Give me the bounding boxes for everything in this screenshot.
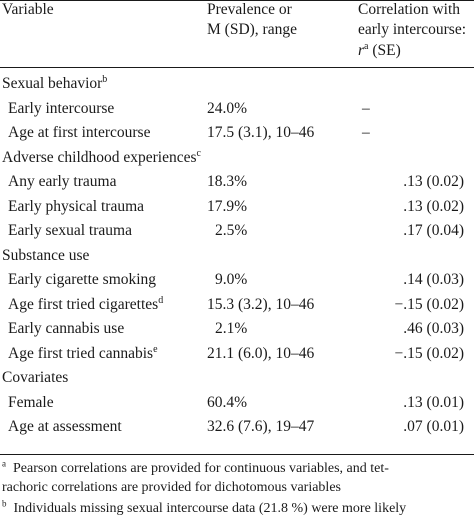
section-title: Adverse childhood experiencesc xyxy=(2,148,201,168)
row-prevalence: 15.3 (3.2), 10–46 xyxy=(207,295,315,313)
row-label-text: Age at first intercourse xyxy=(8,124,151,141)
row-prevalence: 18.3% xyxy=(207,173,248,190)
row-prevalence: 17.9% xyxy=(207,197,248,215)
table-row: Early cigarette smoking 9.0% .14 (0.03) xyxy=(0,266,474,294)
row-correlation: .13 (0.01) xyxy=(403,393,464,411)
table-row: Age first tried cannabise 21.1 (6.0), 10–… xyxy=(0,340,474,368)
section-header: Covariates xyxy=(0,364,474,392)
header-variable: Variable xyxy=(2,1,54,18)
table-row: Any early trauma 18.3% .13 (0.02) xyxy=(0,168,474,196)
footnote-a-line2: rachoric correlations are provided for d… xyxy=(2,480,341,495)
row-correlation: .13 (0.02) xyxy=(403,197,464,215)
section-title: Sexual behaviorb xyxy=(2,74,107,94)
row-label-text: Early physical trauma xyxy=(8,197,145,215)
row-prevalence: 2.5% xyxy=(215,222,248,239)
footnote-a-line1: Pearson correlations are provided for co… xyxy=(13,461,389,476)
footnote-b-line1: Individuals missing sexual intercourse d… xyxy=(13,501,407,516)
footnote-b: b Individuals missing sexual intercourse… xyxy=(2,499,474,518)
row-prevalence: 2.1% xyxy=(215,320,248,337)
section-header: Substance use xyxy=(0,242,474,270)
row-label: Any early trauma xyxy=(8,172,116,192)
row-correlation: .14 (0.03) xyxy=(403,271,464,288)
row-correlation: .46 (0.03) xyxy=(403,320,464,337)
section-title-text: Sexual behavior xyxy=(2,75,103,92)
header-rule xyxy=(0,67,474,68)
row-label-text: Age at assessment xyxy=(8,418,122,435)
table-row: Early cannabis use 2.1% .46 (0.03) xyxy=(0,315,474,343)
row-correlation: .17 (0.04) xyxy=(403,222,464,239)
row-prevalence: 24.0% xyxy=(207,99,248,117)
header-prevalence-line2: M (SD), range xyxy=(207,21,297,38)
row-correlation: .13 (0.02) xyxy=(403,173,464,190)
section-title: Substance use xyxy=(2,246,89,266)
section-footnote-mark: c xyxy=(196,147,201,159)
row-prevalence: 9.0% xyxy=(215,271,248,288)
row-label: Age first tried cigarettesd xyxy=(8,295,163,315)
row-correlation: −.15 (0.02) xyxy=(394,344,464,362)
row-label-text: Female xyxy=(8,393,54,411)
row-label: Early cannabis use xyxy=(8,319,124,339)
table-row: Early physical trauma 17.9% .13 (0.02) xyxy=(0,193,474,221)
row-prevalence: 21.1 (6.0), 10–46 xyxy=(207,344,315,362)
row-label-text: Early intercourse xyxy=(8,99,115,117)
section-header: Sexual behaviorb xyxy=(0,70,474,98)
row-label-text: Age first tried cannabis xyxy=(8,344,154,362)
header-correlation-line3: ra (SE) xyxy=(358,41,401,61)
row-prevalence: 17.5 (3.1), 10–46 xyxy=(207,124,315,141)
footnote-a-mark: a xyxy=(2,458,6,469)
row-prevalence: 60.4% xyxy=(207,393,248,411)
row-label: Early sexual trauma xyxy=(8,221,132,241)
row-label-text: Early sexual trauma xyxy=(8,222,132,239)
row-correlation: – xyxy=(362,124,370,141)
row-label-text: Age first tried cigarettes xyxy=(8,295,159,313)
header-correlation-line1: Correlation with xyxy=(358,1,461,18)
section-header: Adverse childhood experiencesc xyxy=(0,144,474,172)
section-title-text: Covariates xyxy=(2,369,69,386)
row-prevalence: 32.6 (7.6), 19–47 xyxy=(207,418,315,435)
header-correlation-line2: early intercourse: xyxy=(358,21,467,38)
table-row: Age at assessment 32.6 (7.6), 19–47 .07 (0… xyxy=(0,413,474,441)
header-se: (SE) xyxy=(372,42,401,59)
footnote-b-mark: b xyxy=(2,498,7,509)
row-label: Age at assessment xyxy=(8,417,122,437)
row-label-text: Early cannabis use xyxy=(8,320,125,337)
table-row: Female 60.4% .13 (0.01) xyxy=(0,389,474,417)
row-label-text: Any early trauma xyxy=(8,173,117,190)
table-row: Age at first intercourse 17.5 (3.1), 10–4… xyxy=(0,119,474,147)
section-title-text: Substance use xyxy=(2,246,90,264)
row-label: Early intercourse xyxy=(8,99,114,119)
table-row: Early sexual trauma 2.5% .17 (0.04) xyxy=(0,217,474,245)
header-prevalence-line1: Prevalence or xyxy=(207,1,292,18)
header-r-symbol: r xyxy=(358,42,365,59)
row-label: Female xyxy=(8,393,54,413)
row-label-text: Early cigarette smoking xyxy=(8,271,157,288)
row-correlation: – xyxy=(362,99,370,117)
table-row: Age first tried cigarettesd 15.3 (3.2), 1… xyxy=(0,291,474,319)
header-r-footnote-mark: a xyxy=(364,40,369,52)
row-label: Age at first intercourse xyxy=(8,123,150,143)
row-label: Early physical trauma xyxy=(8,197,144,217)
row-footnote-mark: d xyxy=(158,294,164,306)
section-footnote-mark: b xyxy=(102,73,108,85)
table-row: Early intercourse 24.0% – xyxy=(0,95,474,123)
footnote-a: a Pearson correlations are provided for … xyxy=(2,459,474,497)
section-title: Covariates xyxy=(2,368,68,388)
row-label: Early cigarette smoking xyxy=(8,270,156,290)
row-correlation: .07 (0.01) xyxy=(403,418,464,435)
row-correlation: −.15 (0.02) xyxy=(394,295,464,313)
bottom-rule xyxy=(0,454,474,455)
top-rule xyxy=(0,0,474,1)
row-footnote-mark: e xyxy=(153,343,158,355)
row-label: Age first tried cannabise xyxy=(8,344,158,364)
section-title-text: Adverse childhood experiences xyxy=(2,148,197,166)
